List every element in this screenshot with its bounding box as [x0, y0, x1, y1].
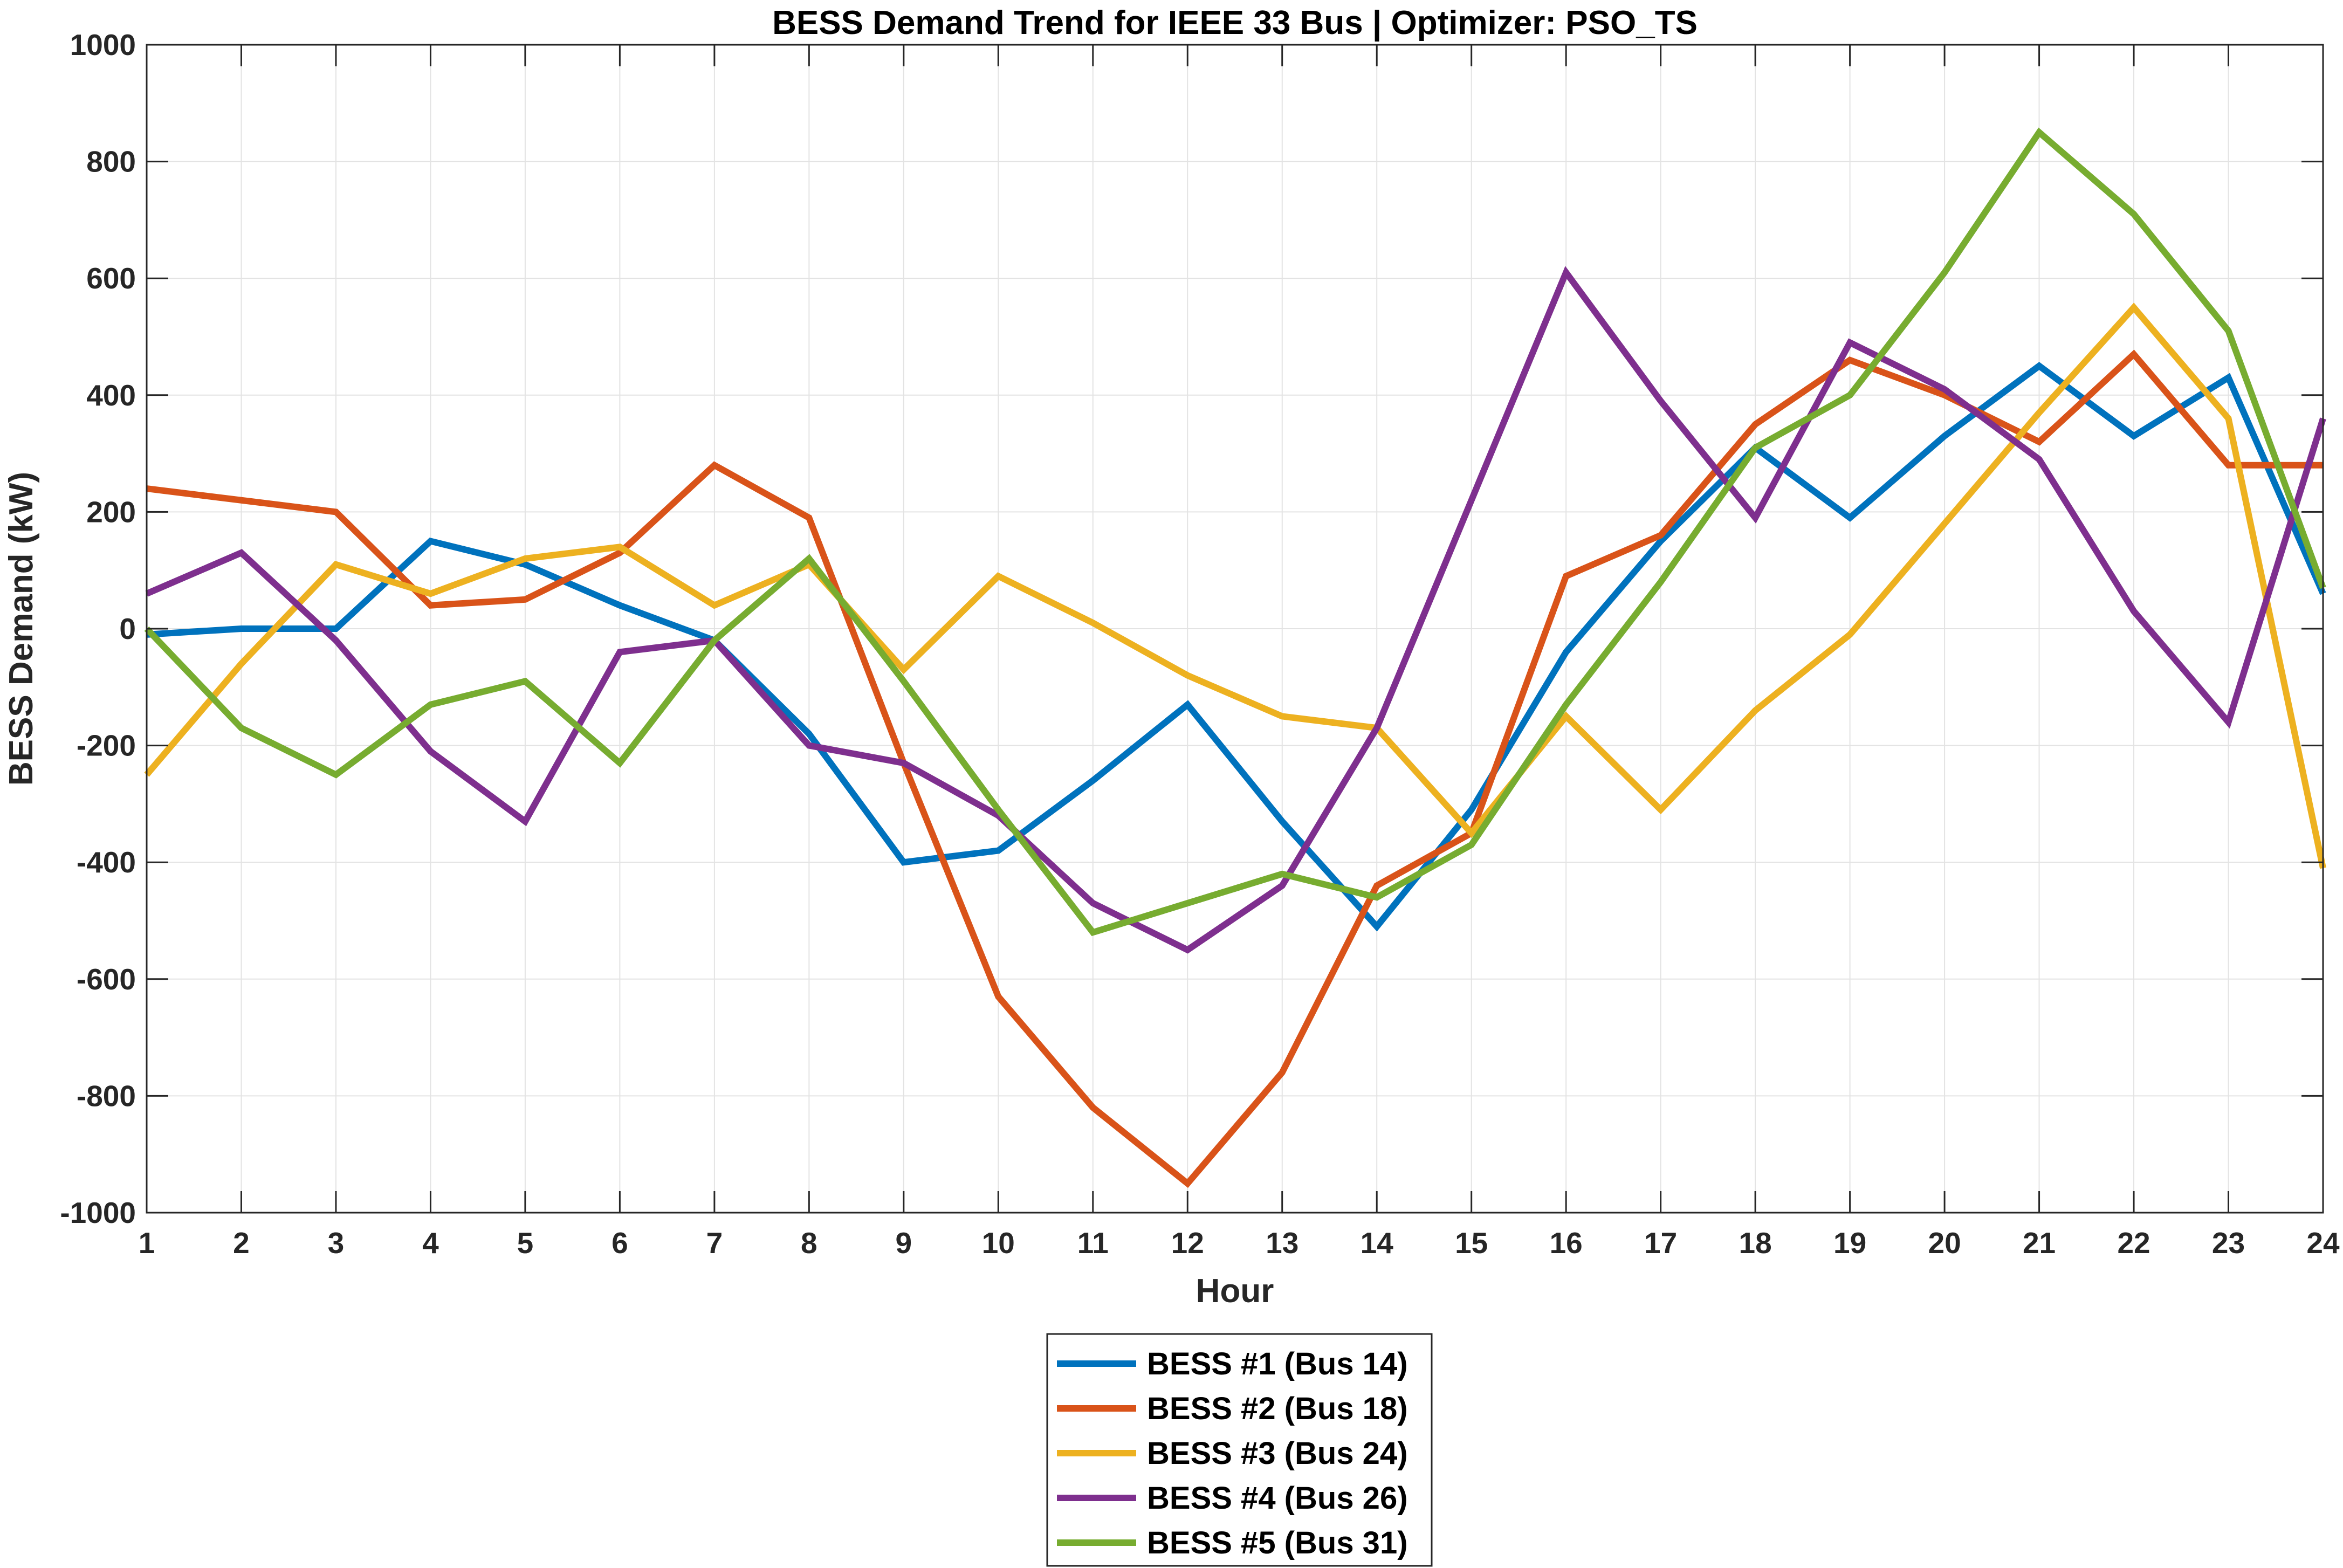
x-tick-label: 22	[2117, 1226, 2150, 1260]
y-tick-label: -1000	[60, 1196, 136, 1229]
x-tick-label: 4	[422, 1226, 439, 1260]
series-line-3	[144, 302, 2326, 869]
y-tick-label: 200	[86, 495, 136, 528]
y-tick-label: 600	[86, 262, 136, 295]
legend: BESS #1 (Bus 14) BESS #2 (Bus 18) BESS #3 …	[1046, 1333, 1433, 1567]
series-lines	[144, 127, 2326, 1188]
legend-label: BESS #4 (Bus 26)	[1147, 1481, 1408, 1516]
series-line-5	[144, 127, 2326, 937]
x-tick-label: 24	[2306, 1226, 2340, 1260]
series-line-4	[145, 266, 2326, 954]
y-tick-label: -400	[77, 845, 136, 879]
y-axis-label: BESS Demand (kW)	[3, 472, 40, 786]
y-tick-label: -800	[77, 1079, 136, 1112]
x-tick-label: 18	[1739, 1226, 1772, 1260]
x-tick-label: 13	[1266, 1226, 1298, 1260]
y-tick-label: 1000	[70, 28, 136, 61]
x-tick-label: 7	[706, 1226, 723, 1260]
x-tick-label: 2	[233, 1226, 250, 1260]
y-tick-label: -600	[77, 962, 136, 996]
legend-label: BESS #5 (Bus 31)	[1147, 1525, 1408, 1560]
legend-label: BESS #3 (Bus 24)	[1147, 1436, 1408, 1471]
y-tick-label: -200	[77, 729, 136, 762]
x-tick-label: 20	[1928, 1226, 1961, 1260]
legend-label: BESS #2 (Bus 18)	[1147, 1391, 1408, 1426]
x-tick-label: 10	[982, 1226, 1015, 1260]
x-tick-label: 15	[1455, 1226, 1488, 1260]
x-tick-label: 14	[1361, 1226, 1394, 1260]
axis-ticks: 1 2 3 4 5 6 7 8 9 10 11 12 13 14 15 16 17 18 19 20 21 22 23 24-…	[60, 28, 2340, 1260]
chart-title: BESS Demand Trend for IEEE 33 Bus | Opti…	[772, 4, 1698, 42]
y-tick-label: 400	[86, 379, 136, 412]
y-tick-label: 800	[86, 145, 136, 178]
legend-label: BESS #1 (Bus 14)	[1147, 1346, 1408, 1381]
x-tick-label: 1	[139, 1226, 155, 1260]
x-tick-label: 3	[328, 1226, 345, 1260]
x-tick-label: 5	[517, 1226, 534, 1260]
x-tick-label: 6	[611, 1226, 628, 1260]
x-tick-label: 9	[896, 1226, 912, 1260]
x-tick-label: 8	[801, 1226, 817, 1260]
series-line-1	[146, 362, 2326, 932]
x-axis-label: Hour	[1196, 1273, 1274, 1310]
x-tick-label: 21	[2023, 1226, 2056, 1260]
x-tick-label: 12	[1171, 1226, 1204, 1260]
legend-box	[1046, 1333, 1433, 1567]
x-tick-label: 11	[1077, 1226, 1109, 1260]
x-tick-label: 23	[2212, 1226, 2245, 1260]
x-tick-label: 19	[1833, 1226, 1866, 1260]
x-tick-label: 17	[1644, 1226, 1677, 1260]
y-tick-label: 0	[119, 612, 136, 645]
x-tick-label: 16	[1550, 1226, 1583, 1260]
